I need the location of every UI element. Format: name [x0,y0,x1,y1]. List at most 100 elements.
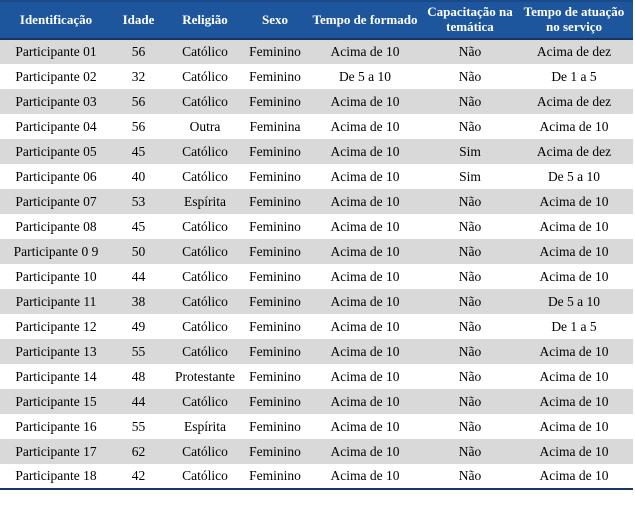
table-cell: Feminino [249,143,301,159]
table-cell: Acima de dez [536,93,612,109]
table-cell: 49 [131,318,146,334]
table-row: Participante 13 55 Católico Feminino Acima d… [0,339,633,364]
column-header: Religião [165,0,245,40]
table-cell: Não [458,44,482,59]
table-cell: Feminino [249,418,301,434]
table-cell: Participante 02 [15,68,97,84]
table-row: Participante 03 56 Católico Feminino Acima d… [0,89,633,114]
table-cell: Acima de 10 [330,143,400,159]
table-cell: Participante 12 [15,318,97,334]
table-cell: Participante 04 [15,118,97,134]
table-cell: Católico [182,293,228,309]
table-cell: Não [458,193,482,209]
table-cell: Protestante [175,368,235,384]
table-cell: Não [458,293,482,309]
table-cell: Acima de 10 [539,443,609,459]
table-cell: Não [458,218,482,234]
table-cell: 55 [131,343,146,359]
table-cell: Participante 08 [15,218,97,234]
column-header: Idade [112,0,165,40]
table-cell: Participante 03 [15,93,97,109]
table-row: Participante 0 9 50 Católico Feminino Acima … [0,239,633,264]
table-cell: Participante 17 [15,443,97,459]
table-cell: Acima de 10 [539,118,609,134]
table-cell: Feminino [245,464,305,490]
table-cell: 53 [131,193,146,209]
table-cell: Católico [182,343,228,359]
table-cell: 56 [131,44,146,59]
table-header: Identificação Idade Religião Sexo Tempo de f… [0,0,633,40]
table-cell: Espírita [184,418,226,434]
table-cell: De 1 a 5 [551,68,597,84]
table-cell: Acima de 10 [539,243,609,259]
table-cell: Feminino [249,243,301,259]
table-cell: Feminino [249,368,301,384]
table-row: Participante 14 48 Protestante Feminino Acim… [0,364,633,389]
table-row: Participante 11 38 Católico Feminino Acima d… [0,289,633,314]
table-cell: 32 [131,68,146,84]
table-cell: Não [458,93,482,109]
table-cell: Não [458,68,482,84]
table-row: Participante 18 42 Católico Feminino Acima d… [0,464,633,490]
table-cell: Feminino [249,68,301,84]
table-cell: 44 [131,268,146,284]
table-cell: Acima de 10 [330,443,400,459]
table-cell: De 5 a 10 [338,68,392,84]
table-cell: 44 [131,393,146,409]
table-row: Participante 06 40 Católico Feminino Acima d… [0,164,633,189]
table-cell: Não [458,443,482,459]
table-cell: Não [425,464,515,490]
table-cell: Acima de 10 [330,193,400,209]
table-cell: Feminino [249,93,301,109]
table-cell: Feminino [249,443,301,459]
column-header: Tempo de atuação no serviço [515,0,633,40]
table-cell: 40 [131,168,146,184]
table-cell: Acima de 10 [330,318,400,334]
table-cell: De 5 a 10 [547,168,601,184]
table-cell: Acima de 10 [539,368,609,384]
table-cell: Acima de 10 [330,218,400,234]
table-row: Participante 07 53 Espírita Feminino Acima d… [0,189,633,214]
table-cell: 42 [112,464,165,490]
table-cell: 45 [131,143,146,159]
table-cell: Participante 05 [15,143,97,159]
table-cell: Participante 16 [15,418,97,434]
table-cell: Acima de 10 [330,293,400,309]
table-cell: Feminino [249,44,301,59]
table-cell: De 1 a 5 [551,318,597,334]
table-cell: Feminino [249,168,301,184]
table-cell: Católico [165,464,245,490]
table-cell: Não [458,318,482,334]
table-cell: Católico [182,93,228,109]
table-cell: 48 [131,368,146,384]
table-row: Participante 01 56 Católico Feminino Acima d… [0,39,633,64]
table-cell: Participante 18 [0,464,112,490]
table-cell: Participante 07 [15,193,97,209]
table-cell: Espírita [184,193,226,209]
table-cell: 45 [131,218,146,234]
table-row: Participante 02 32 Católico Feminino De 5 a … [0,64,633,89]
table-row: Participante 15 44 Católico Feminino Acima d… [0,389,633,414]
table-cell: Católico [182,143,228,159]
table-cell: Feminino [249,268,301,284]
column-header: Tempo de formado [305,0,425,40]
table-cell: Não [458,368,482,384]
table-cell: Feminino [249,343,301,359]
table-cell: Acima de 10 [515,464,633,490]
table-cell: Católico [182,393,228,409]
table-cell: Acima de 10 [330,393,400,409]
table-row: Participante 10 44 Católico Feminino Acima d… [0,264,633,289]
table-cell: Não [458,343,482,359]
table-cell: Participante 14 [15,368,97,384]
table-cell: Feminino [249,218,301,234]
table-cell: Católico [182,318,228,334]
table-cell: Participante 11 [15,293,97,309]
table-body: Participante 01 56 Católico Feminino Acima d… [0,39,633,490]
table-cell: Acima de 10 [330,418,400,434]
column-header: Sexo [245,0,305,40]
table-cell: Sim [459,143,481,159]
table-row: Participante 04 56 Outra Feminina Acima de 1… [0,114,633,139]
table-cell: Não [458,118,482,134]
table-row: Participante 08 45 Católico Feminino Acima d… [0,214,633,239]
